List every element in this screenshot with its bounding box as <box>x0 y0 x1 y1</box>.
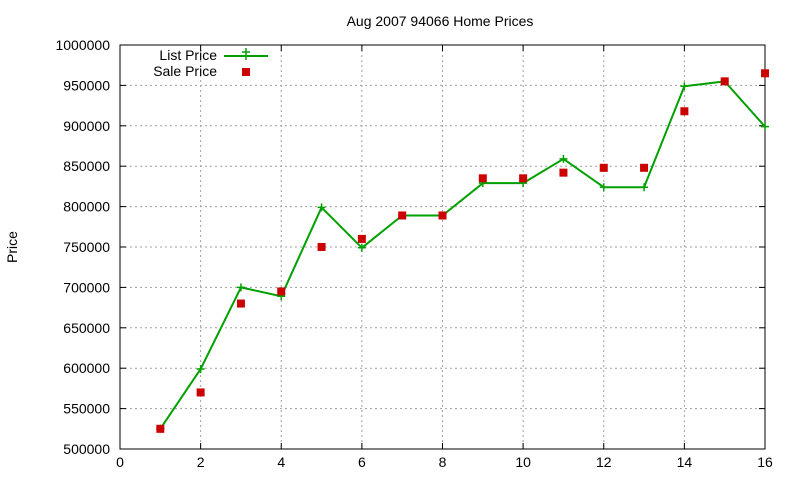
legend-marker-sale-price <box>242 68 250 76</box>
sale-price-point <box>559 168 568 177</box>
list-price-point <box>317 203 326 212</box>
sale-price-point <box>519 174 528 183</box>
list-price-line <box>159 80 766 430</box>
list-price-point <box>357 243 366 252</box>
legend: List Price Sale Price <box>153 47 268 79</box>
x-tick-label: 6 <box>358 454 366 470</box>
y-tick-label: 800000 <box>63 199 110 215</box>
y-tick-label: 500000 <box>63 441 110 457</box>
y-tick-label: 650000 <box>63 320 110 336</box>
sale-price-point <box>438 211 447 220</box>
sale-price-point <box>761 69 769 78</box>
sale-price-point <box>720 77 729 86</box>
list-price-point <box>559 154 568 163</box>
list-price-point <box>196 365 205 374</box>
series-layer <box>156 69 769 433</box>
x-tick-label: 16 <box>757 454 773 470</box>
tick-labels: 0 2 4 6 8 10 12 14 16 500000 550000 600000 650000 700… <box>55 37 773 470</box>
legend-label-list-price: List Price <box>159 47 217 63</box>
list-price-point <box>761 122 769 131</box>
y-tick-label: 900000 <box>63 118 110 134</box>
sale-price-point <box>357 234 366 243</box>
x-tick-label: 0 <box>116 454 124 470</box>
y-tick-label: 550000 <box>63 401 110 417</box>
sale-price-point <box>277 287 286 296</box>
sale-price-point <box>680 107 689 116</box>
y-tick-label: 950000 <box>63 77 110 93</box>
x-tick-label: 8 <box>439 454 447 470</box>
x-tick-label: 10 <box>515 454 531 470</box>
plot-frame <box>119 44 766 450</box>
y-tick-label: 1000000 <box>55 37 110 53</box>
legend-marker-list-price <box>242 48 250 60</box>
y-tick-label: 600000 <box>63 360 110 376</box>
legend-label-sale-price: Sale Price <box>153 63 217 79</box>
sale-price-point <box>599 163 608 172</box>
sale-price-point <box>640 163 649 172</box>
x-tick-label: 14 <box>677 454 693 470</box>
sale-price-point <box>196 388 205 397</box>
y-tick-label: 700000 <box>63 279 110 295</box>
chart-title: Aug 2007 94066 Home Prices <box>347 13 534 29</box>
list-price-point <box>236 283 245 292</box>
sale-price-point <box>156 424 165 433</box>
y-tick-label: 750000 <box>63 239 110 255</box>
y-tick-label: 850000 <box>63 158 110 174</box>
sale-price-point <box>317 243 326 251</box>
list-price-point <box>640 183 649 192</box>
sale-price-point <box>478 174 487 183</box>
y-axis-label: Price <box>4 231 20 263</box>
list-price-point <box>680 82 689 91</box>
x-tick-label: 4 <box>277 454 285 470</box>
x-tick-label: 2 <box>197 454 205 470</box>
x-tick-label: 12 <box>596 454 612 470</box>
sale-price-point <box>236 299 245 308</box>
list-price-point <box>599 183 608 192</box>
sale-price-point <box>398 211 407 220</box>
